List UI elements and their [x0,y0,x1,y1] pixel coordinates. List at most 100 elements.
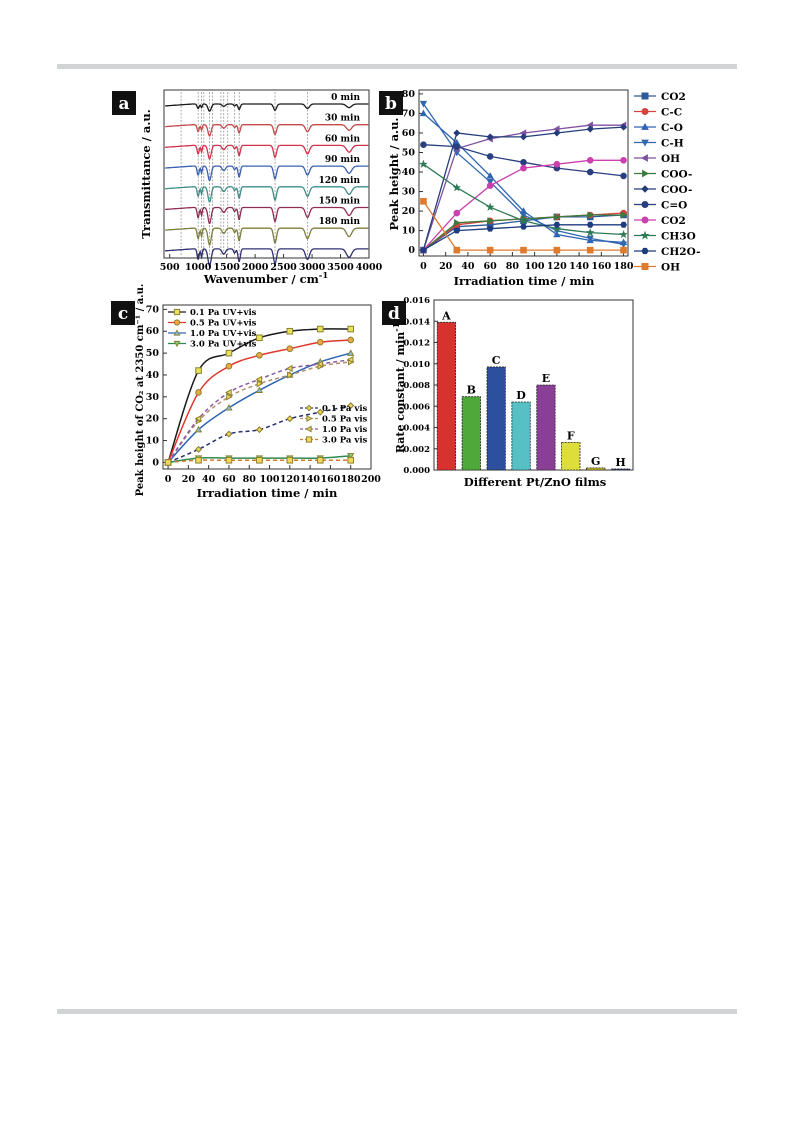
c-point [225,403,233,411]
d-bar [586,467,606,471]
b-point [620,221,627,228]
c-point [285,364,293,373]
c-xtick-label: 60 [222,474,236,485]
panel-b-series [419,100,628,254]
c-point [256,456,263,464]
b-point [520,158,527,166]
b-xtick-label: 40 [461,261,475,272]
c-point [347,336,355,344]
d-ytick-label: 0.006 [403,402,430,412]
b-legend-marker [640,154,648,162]
c-legend-label: 1.0 Pa vis [322,425,368,435]
b-xtick-label: 160 [591,261,611,272]
c-point [287,371,294,379]
panel-d-bars: A B C D E F G H [436,309,631,471]
panel-a: a 0 min 30 min 60 min 90 min 120 min 150 min 1… [112,89,383,286]
c-point [194,425,203,433]
c-point [286,345,294,353]
c-xtick-label: 20 [182,474,196,485]
panel-c-xlabel: Irradiation time / min [197,486,338,500]
c-point [164,459,172,466]
b-ytick-label: 30 [402,187,416,198]
c-point [347,456,355,464]
b-point [586,235,594,243]
b-point [586,168,594,176]
b-point [486,246,494,254]
a-xtick-label: 3500 [327,262,354,273]
d-bar [486,366,506,471]
c-xtick-label: 40 [202,474,216,485]
c-point [255,375,263,383]
c-point [256,380,264,388]
b-ytick-label: 0 [408,245,415,256]
c-legend-marker [173,340,181,348]
c-ytick-label: 30 [146,392,160,403]
d-bar [461,396,481,471]
c-legend-marker [305,436,313,443]
c-point [256,351,263,359]
c-point [195,445,203,453]
b-point [419,159,428,168]
c-ytick-label: 70 [146,304,160,315]
panel-b-xlabel: Irradiation time / min [454,274,595,288]
c-legend-label: 3.0 Pa vis [322,436,368,446]
b-point [519,216,528,225]
b-legend-label: C-C [661,107,682,119]
b-point [486,225,494,232]
b-legend-label: C-O [661,122,683,134]
c-legend-label: 0.5 Pa UV+vis [190,319,257,329]
b-ytick-label: 70 [402,108,416,119]
c-xtick-label: 200 [361,474,381,485]
c-point [225,456,233,464]
panel-c-letter: c [118,304,128,324]
panel-d: d 0.0000.0020.0040.0060.0080.0100.0120.0… [382,296,634,489]
panel-c-ylabel: Peak height of CO₂ at 2350 cm⁻¹ / a.u. [135,284,146,497]
b-xtick-label: 20 [439,261,453,272]
a-trace-label: 90 min [325,155,361,165]
b-legend-marker [641,108,649,115]
a-trace-label: 120 min [319,176,361,186]
b-point [453,227,461,234]
c-legend-label: 0.1 Pa UV+vis [190,308,257,318]
c-ytick-label: 20 [146,414,160,425]
panel-d-xlabel: Different Pt/ZnO films [464,475,606,489]
c-point [316,338,324,346]
c-point [346,356,354,364]
d-ytick-label: 0.000 [403,466,430,476]
b-point [486,182,494,189]
b-legend-label: C-H [661,138,684,150]
a-trace-label: 60 min [325,134,361,144]
a-xtick-label: 1000 [185,262,212,273]
b-legend-label: CO2 [661,91,686,103]
b-point [519,133,528,141]
b-point [520,223,527,230]
a-xtick-label: 3000 [299,262,326,273]
a-xtick-label: 1500 [213,262,240,273]
d-bar-label: A [441,309,451,322]
panel-b-badge [379,91,403,115]
panel-a-letter: a [118,94,129,114]
c-point [316,325,324,333]
c-legend-marker [306,415,313,422]
d-bar-label: G [591,455,600,468]
d-bar [561,441,581,471]
b-legend-marker [641,216,649,224]
panel-a-badge [112,91,136,115]
b-point [486,172,494,179]
panel-a-xlabel: Wavenumber / cm-1 [203,271,329,286]
b-point [486,153,494,160]
b-point [586,157,594,164]
c-point [347,349,355,356]
b-series-line [422,159,624,251]
b-legend-marker [641,263,649,270]
c-point [195,456,202,464]
c-xtick-label: 0 [165,474,172,485]
b-legend-marker [641,92,649,100]
b-point [553,160,561,168]
d-bar [536,384,556,471]
b-point [554,213,561,221]
d-bar-label: B [467,384,476,397]
b-point [620,123,628,131]
b-point [553,129,561,137]
